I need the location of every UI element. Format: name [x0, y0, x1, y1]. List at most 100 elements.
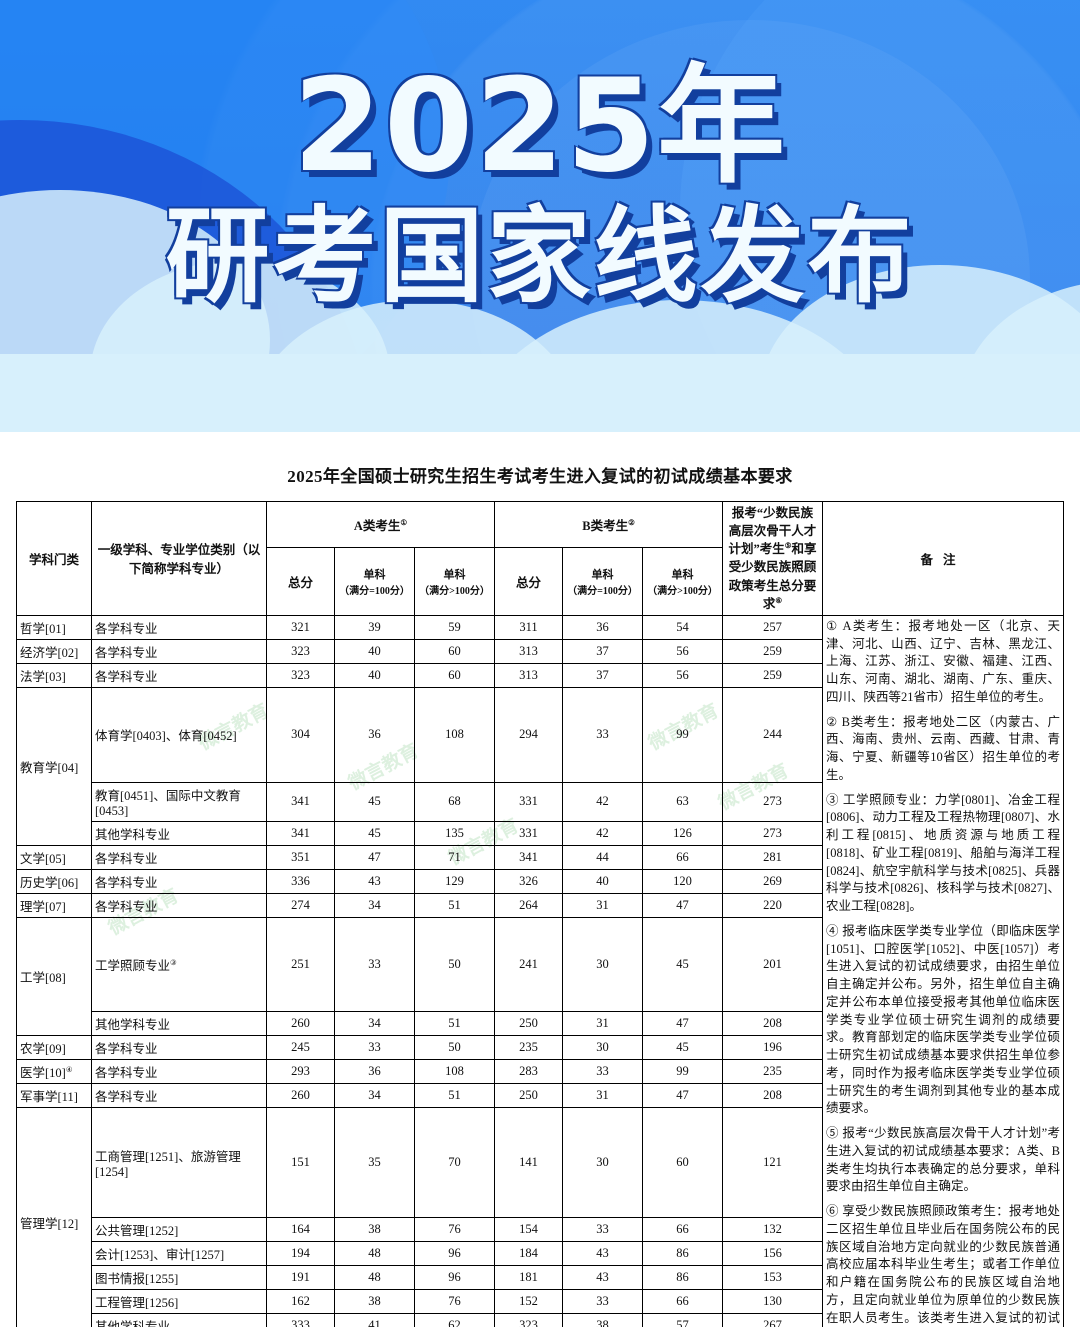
th-b-single-eq-label: 单科: [591, 568, 614, 581]
cell-a-total: 323: [266, 638, 335, 664]
cell-a-s1: 48: [334, 1265, 415, 1291]
table-row: 其他学科专业33341623233857267: [17, 1313, 1064, 1327]
cell-b-s1: 44: [562, 844, 644, 870]
cell-minority: 273: [722, 781, 824, 822]
cell-b-total: 331: [494, 820, 564, 846]
table-row: 哲学[01] 各学科专业 321 39 59 311 36 54 257 ① A类考生：报考地处一…: [16, 614, 1065, 1327]
cell-remarks: ① A类考生：报考地处一区（北京、天津、河北、山西、辽宁、吉林、黑龙江、上海、江…: [822, 614, 1065, 1327]
table-row: 历史学[06] 各学科专业 336 43 129 326 40 120 269: [16, 868, 1064, 894]
cell-discipline: 公共管理[1252]: [91, 1217, 267, 1243]
th-a-single-eq-sub: （满分=100分）: [339, 585, 410, 597]
cell-a-s1: 45: [334, 820, 415, 846]
cell-a-s2: 108: [413, 686, 496, 783]
cell-a-s1: 35: [334, 1107, 415, 1219]
cell-a-s2: 50: [413, 1035, 496, 1061]
cell-b-s2: 120: [642, 868, 724, 894]
th-b-single-gt: 单科 （满分>100分）: [642, 546, 724, 616]
cell-discipline: 各学科专业: [91, 638, 267, 664]
remark-note-1: ① A类考生：报考地处一区（北京、天津、河北、山西、辽宁、吉林、黑龙江、上海、江…: [826, 618, 1061, 704]
cell-b-s2: 57: [642, 1313, 724, 1327]
cell-category: 教育学[04]: [16, 686, 92, 846]
cell-b-s1: 43: [562, 1265, 644, 1291]
cell-b-s2: 47: [642, 892, 724, 918]
cell-a-total: 341: [266, 781, 335, 822]
cell-a-s1: 40: [334, 662, 415, 688]
table-body: 哲学[01] 各学科专业 321 39 59 311 36 54 257 ① A类考生：报考地处一…: [16, 614, 1065, 1327]
cell-b-s2: 54: [642, 614, 724, 640]
cell-minority: 208: [722, 1083, 824, 1109]
th-b-single-gt-sub: （满分>100分）: [647, 585, 718, 597]
cell-a-total: 194: [266, 1241, 335, 1267]
th-group-b-sup: ②: [628, 517, 635, 527]
cell-a-s1: 33: [334, 1035, 415, 1061]
cell-category: 哲学[01]: [16, 614, 92, 640]
cell-discipline: 各学科专业: [91, 614, 267, 640]
cell-a-s1: 48: [334, 1241, 415, 1267]
cell-a-total: 304: [266, 686, 335, 783]
cell-discipline: 各学科专业: [91, 868, 267, 894]
th-minority-sup1: ⑤: [784, 541, 792, 551]
cell-b-s1: 37: [562, 662, 644, 688]
table-row: 理学[07] 各学科专业 274 34 51 264 31 47 220: [16, 892, 1064, 918]
table-row: 其他学科专业 341 45 135 331 42 126 273: [17, 820, 1064, 846]
cell-category: 理学[07]: [16, 892, 92, 918]
cell-a-s2: 108: [413, 1059, 496, 1085]
cell-b-total: 323: [494, 1313, 564, 1327]
remark-note-3: ③ 工学照顾专业：力学[0801]、冶金工程[0806]、动力工程及工程热物理[…: [826, 792, 1061, 914]
th-b-single-gt-label: 单科: [671, 568, 694, 581]
cell-a-s2: 70: [413, 1107, 496, 1219]
cell-minority: 281: [722, 844, 824, 870]
cell-b-s1: 38: [562, 1313, 644, 1327]
th-minority-label: 报考“少数民族高层次骨干人才计划”考生: [728, 506, 817, 557]
th-a-single-eq-label: 单科: [363, 568, 386, 581]
cell-b-total: 241: [494, 916, 564, 1013]
table-row: 医学[10]④ 各学科专业 293 36 108 283 33 99 235: [16, 1059, 1064, 1085]
cell-a-s2: 60: [413, 638, 496, 664]
cell-b-s1: 33: [562, 1217, 644, 1243]
th-b-total: 总分: [494, 546, 564, 616]
cell-a-total: 321: [266, 614, 335, 640]
cell-a-total: 293: [266, 1059, 335, 1085]
cell-category: 军事学[11]: [16, 1083, 92, 1109]
cell-minority: 235: [722, 1059, 824, 1085]
cell-b-total: 341: [494, 844, 564, 870]
table-row: 工程管理[1256] 162 38 76 152 33 66 130: [17, 1289, 1064, 1315]
table-row: 教育[0451]、国际中文教育[0453] 341 45 68 331 42 63 273: [17, 781, 1064, 822]
cell-discipline: 会计[1253]、审计[1257]: [91, 1241, 267, 1267]
cell-minority: 244: [722, 686, 824, 783]
th-a-single-gt-label: 单科: [443, 568, 466, 581]
cell-a-total: 341: [266, 820, 335, 846]
cell-a-s2: 68: [413, 781, 496, 822]
cell-minority: 132: [722, 1217, 824, 1243]
th-b-single-eq: 单科 （满分=100分）: [562, 546, 644, 616]
th-group-a-sup: ①: [400, 517, 408, 527]
table-row: 法学[03] 各学科专业 323 40 60 313 37 56 259: [16, 662, 1064, 688]
table-row: 公共管理[1252] 164 38 76 154 33 66 132: [17, 1217, 1064, 1243]
cell-category: 文学[05]: [16, 844, 92, 870]
cell-b-s1: 43: [562, 1241, 644, 1267]
cell-a-total: 191: [266, 1265, 335, 1291]
cell-minority: 201: [722, 916, 824, 1013]
cell-minority: 273: [722, 820, 824, 846]
cell-b-s1: 31: [562, 1011, 644, 1037]
cell-a-s1: 43: [334, 868, 415, 894]
cell-a-s2: 76: [413, 1289, 496, 1315]
th-minority-sup2: ⑥: [775, 595, 783, 605]
cell-a-s2: 59: [413, 614, 496, 640]
cell-a-s2: 135: [413, 820, 496, 846]
banner-year-text: 2025年: [292, 52, 788, 201]
cell-category: 农学[09]: [16, 1035, 92, 1061]
cell-discipline: 其他学科专业: [91, 1313, 267, 1327]
cell-b-s2: 86: [642, 1241, 724, 1267]
cell-discipline: 其他学科专业: [91, 820, 267, 846]
cell-minority: 220: [722, 892, 824, 918]
page-title: 2025年全国硕士研究生招生考试考生进入复试的初试成绩基本要求: [287, 467, 793, 486]
cell-b-total: 154: [494, 1217, 564, 1243]
table-area: 微言教育 微言教育 微言教育 微言教育 微言教育 微言教育 学科门类 一级学科、…: [16, 501, 1065, 1327]
cell-a-s1: 36: [334, 1059, 415, 1085]
cell-a-s1: 33: [334, 916, 415, 1013]
remark-note-6: ⑥ 享受少数民族照顾政策考生：报考地处二区招生单位且毕业后在国务院公布的民族区域…: [826, 1204, 1061, 1325]
cell-b-s1: 30: [562, 916, 644, 1013]
th-group-a-label: A类考生: [353, 518, 401, 533]
hero-banner: 2025年 研考国家线发布: [0, 0, 1080, 432]
